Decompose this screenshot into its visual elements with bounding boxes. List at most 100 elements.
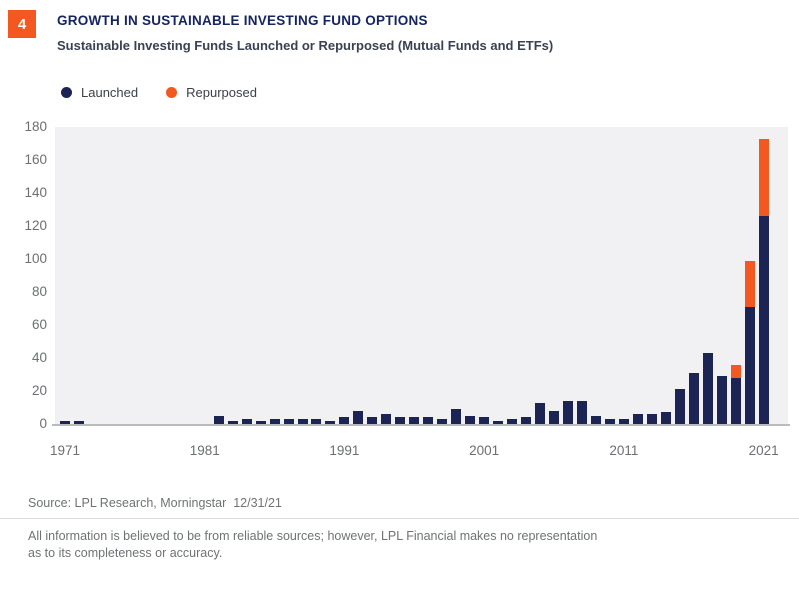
chart-legend: Launched Repurposed bbox=[61, 85, 257, 100]
launched-segment bbox=[339, 417, 350, 424]
x-tick-label-1991: 1991 bbox=[329, 443, 360, 458]
bar-2021 bbox=[758, 138, 769, 424]
launched-segment bbox=[702, 353, 713, 424]
launched-segment bbox=[423, 417, 434, 424]
launched-segment bbox=[716, 376, 727, 424]
bar-2014 bbox=[660, 412, 671, 424]
launched-segment bbox=[604, 419, 615, 424]
y-tick-label-100: 100 bbox=[24, 251, 47, 266]
bar-2002 bbox=[493, 420, 504, 424]
launched-segment bbox=[60, 420, 70, 424]
bar-2015 bbox=[674, 389, 685, 424]
bar-2018 bbox=[716, 376, 727, 424]
legend-label-launched: Launched bbox=[81, 85, 139, 100]
bar-2011 bbox=[618, 419, 629, 424]
launched-segment bbox=[395, 417, 406, 424]
chart-plot-area bbox=[55, 127, 788, 424]
legend-label-repurposed: Repurposed bbox=[186, 85, 257, 100]
y-tick-label-60: 60 bbox=[31, 317, 47, 332]
launched-segment bbox=[227, 420, 238, 424]
bar-2013 bbox=[646, 414, 657, 424]
launched-segment bbox=[451, 409, 462, 424]
figure-number-badge: 4 bbox=[8, 10, 36, 38]
bar-1995 bbox=[395, 417, 406, 424]
bar-1982 bbox=[213, 415, 224, 424]
launched-segment bbox=[562, 400, 573, 424]
bar-2003 bbox=[507, 419, 518, 424]
bar-2010 bbox=[604, 419, 615, 424]
x-tick-label-2011: 2011 bbox=[609, 443, 639, 458]
y-tick-label-160: 160 bbox=[24, 152, 47, 167]
launched-legend-dot-icon bbox=[61, 87, 72, 98]
launched-segment bbox=[590, 415, 601, 424]
bar-1997 bbox=[423, 417, 434, 424]
launched-segment bbox=[465, 415, 476, 424]
launched-segment bbox=[549, 410, 560, 424]
launched-segment bbox=[744, 306, 755, 424]
bar-2017 bbox=[702, 353, 713, 424]
launched-segment bbox=[479, 417, 490, 424]
launched-segment bbox=[255, 420, 266, 424]
bar-1986 bbox=[269, 419, 280, 424]
repurposed-segment bbox=[730, 364, 741, 378]
x-tick-label-2021: 2021 bbox=[748, 443, 779, 458]
bar-1972 bbox=[73, 420, 84, 424]
launched-segment bbox=[325, 420, 336, 424]
launched-segment bbox=[353, 410, 364, 424]
bar-1971 bbox=[60, 420, 70, 424]
footer-divider bbox=[0, 518, 799, 519]
bar-1998 bbox=[437, 419, 448, 424]
legend-item-launched: Launched bbox=[61, 85, 138, 100]
launched-segment bbox=[73, 420, 84, 424]
x-tick-label-1971: 1971 bbox=[49, 443, 81, 458]
launched-segment bbox=[311, 419, 322, 424]
chart-subtitle: Sustainable Investing Funds Launched or … bbox=[57, 38, 554, 53]
launched-segment bbox=[660, 412, 671, 424]
launched-segment bbox=[297, 419, 308, 424]
bar-1989 bbox=[311, 419, 322, 424]
launched-segment bbox=[576, 400, 587, 424]
launched-segment bbox=[381, 414, 392, 424]
launched-segment bbox=[213, 415, 224, 424]
y-tick-label-180: 180 bbox=[24, 119, 47, 134]
legend-item-repurposed: Repurposed bbox=[166, 85, 257, 100]
disclaimer-text: All information is believed to be from r… bbox=[28, 529, 598, 560]
x-tick-label-2001: 2001 bbox=[469, 443, 500, 458]
chart-title: GROWTH IN SUSTAINABLE INVESTING FUND OPT… bbox=[57, 13, 428, 28]
bar-1999 bbox=[451, 409, 462, 424]
bar-1992 bbox=[353, 410, 364, 424]
launched-segment bbox=[535, 402, 546, 424]
bar-1990 bbox=[325, 420, 336, 424]
launched-segment bbox=[367, 417, 378, 424]
bar-1983 bbox=[227, 420, 238, 424]
launched-segment bbox=[521, 417, 532, 424]
launched-segment bbox=[409, 417, 420, 424]
launched-segment bbox=[618, 419, 629, 424]
launched-segment bbox=[730, 377, 741, 424]
repurposed-legend-dot-icon bbox=[166, 87, 178, 98]
launched-segment bbox=[493, 420, 504, 424]
bar-1991 bbox=[339, 417, 350, 424]
bar-2004 bbox=[521, 417, 532, 424]
launched-segment bbox=[437, 419, 448, 424]
bar-2016 bbox=[688, 372, 699, 424]
bar-1988 bbox=[297, 419, 308, 424]
launched-segment bbox=[241, 419, 252, 424]
repurposed-segment bbox=[744, 260, 755, 307]
bar-2008 bbox=[576, 400, 587, 424]
launched-segment bbox=[632, 414, 643, 424]
launched-segment bbox=[646, 414, 657, 424]
y-tick-label-120: 120 bbox=[24, 218, 47, 233]
bar-1994 bbox=[381, 414, 392, 424]
launched-segment bbox=[283, 419, 294, 424]
y-tick-label-20: 20 bbox=[31, 383, 47, 398]
bar-2019 bbox=[730, 364, 741, 424]
x-tick-label-1981: 1981 bbox=[189, 443, 220, 458]
bar-1987 bbox=[283, 419, 294, 424]
y-tick-label-0: 0 bbox=[39, 416, 47, 431]
y-tick-label-140: 140 bbox=[24, 185, 47, 200]
bar-2009 bbox=[590, 415, 601, 424]
repurposed-segment bbox=[758, 138, 769, 217]
launched-segment bbox=[758, 216, 769, 424]
bar-1996 bbox=[409, 417, 420, 424]
